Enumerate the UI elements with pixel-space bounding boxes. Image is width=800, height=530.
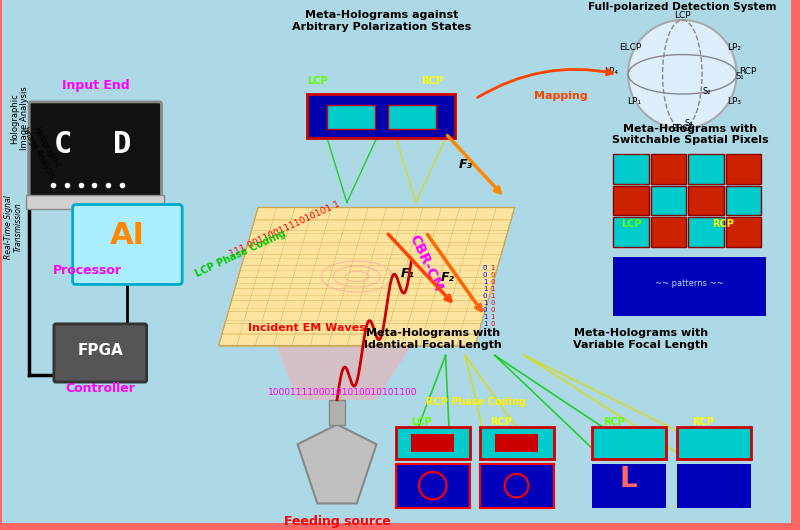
Text: FPGA: FPGA (78, 343, 123, 358)
Text: LP₄: LP₄ (604, 67, 618, 76)
Text: Feeding source: Feeding source (283, 515, 390, 528)
Bar (726, 154, 762, 184)
Bar (26, 195, 164, 209)
Bar (614, 217, 649, 247)
Text: F₁: F₁ (401, 267, 415, 279)
Text: Mapping: Mapping (534, 91, 588, 101)
Bar (329, 400, 345, 425)
Text: Meta-Holograms with
Identical Focal Length: Meta-Holograms with Identical Focal Leng… (364, 328, 502, 350)
Text: LCP Phase Coding: LCP Phase Coding (194, 228, 288, 279)
Polygon shape (218, 207, 514, 346)
Text: ERCP: ERCP (671, 123, 694, 132)
Bar (650, 217, 686, 247)
Text: S₁: S₁ (735, 72, 744, 81)
Bar (614, 154, 649, 184)
Text: Controller: Controller (66, 382, 135, 395)
Text: RCP Phase Coding: RCP Phase Coding (426, 397, 526, 407)
Bar (678, 428, 751, 459)
Bar (614, 186, 649, 215)
Text: Meta-Holograms against
Arbitrary Polarization States: Meta-Holograms against Arbitrary Polariz… (292, 10, 471, 32)
Text: D: D (113, 130, 131, 159)
Bar (495, 435, 538, 452)
Bar (650, 186, 686, 215)
Text: L: L (619, 465, 637, 493)
Text: Holographic
Image Analysis: Holographic Image Analysis (20, 120, 66, 180)
Bar (726, 217, 762, 247)
Bar (396, 428, 470, 459)
Polygon shape (238, 247, 475, 400)
Text: Input End: Input End (62, 79, 129, 92)
Text: LCP: LCP (674, 11, 690, 20)
FancyBboxPatch shape (73, 205, 182, 285)
Text: LP₁: LP₁ (627, 97, 641, 106)
Bar (388, 105, 436, 129)
Text: RCP: RCP (421, 76, 442, 86)
Text: S₃: S₃ (684, 119, 693, 128)
Text: Processor: Processor (53, 263, 122, 277)
Bar (688, 186, 724, 215)
Text: 10001111000101010010101100: 10001111000101010010101100 (268, 388, 418, 397)
Text: RCP: RCP (603, 417, 626, 427)
Text: CBR-CM: CBR-CM (406, 233, 445, 294)
Text: Meta-Holograms with
Variable Focal Length: Meta-Holograms with Variable Focal Lengt… (574, 328, 708, 350)
Bar (591, 428, 666, 459)
Text: AI: AI (110, 221, 145, 250)
Text: RCP: RCP (490, 417, 512, 427)
Text: RCP: RCP (712, 219, 734, 229)
Bar (688, 154, 724, 184)
Bar (678, 464, 751, 508)
Bar (307, 94, 455, 138)
Text: ~~ patterns ~~: ~~ patterns ~~ (655, 279, 723, 288)
Text: Incident EM Waves: Incident EM Waves (248, 323, 366, 333)
Text: F₃: F₃ (458, 158, 472, 171)
Bar (411, 435, 454, 452)
Text: LP₂: LP₂ (726, 42, 741, 51)
Bar (591, 464, 666, 508)
FancyBboxPatch shape (30, 102, 162, 200)
Text: F₂: F₂ (441, 271, 454, 285)
Polygon shape (298, 425, 377, 504)
Text: LCP: LCP (621, 219, 642, 229)
Text: Real-Time Signal
Transmission: Real-Time Signal Transmission (4, 195, 23, 259)
Text: S₂: S₂ (702, 87, 710, 96)
Text: LCP: LCP (411, 417, 432, 427)
Text: Holographic
Image Analysis: Holographic Image Analysis (10, 86, 29, 151)
Bar (480, 464, 554, 508)
Text: C: C (54, 130, 72, 159)
Text: Meta-Holograms with
Switchable Spatial Pixels: Meta-Holograms with Switchable Spatial P… (612, 123, 769, 145)
Bar (688, 217, 724, 247)
Text: 111 0011001111010101 1: 111 0011001111010101 1 (229, 200, 342, 259)
Text: ELCP: ELCP (618, 42, 641, 51)
Bar (396, 464, 470, 508)
Bar (480, 428, 554, 459)
Bar (726, 186, 762, 215)
Circle shape (628, 20, 737, 129)
Bar (327, 105, 374, 129)
Bar (650, 154, 686, 184)
Text: 1
0
0
1
1
0
0
1
0: 1 0 0 1 1 0 0 1 0 (490, 265, 495, 327)
Text: LP₃: LP₃ (726, 97, 741, 106)
Text: LCP: LCP (307, 76, 328, 86)
FancyBboxPatch shape (54, 324, 146, 382)
Text: 0
0
1
1
0
1
0
1
1: 0 0 1 1 0 1 0 1 1 (482, 265, 487, 327)
Text: RCP: RCP (739, 67, 757, 76)
Text: Full-polarized Detection System: Full-polarized Detection System (588, 2, 777, 12)
Text: RCP: RCP (692, 417, 714, 427)
Bar (614, 257, 766, 316)
